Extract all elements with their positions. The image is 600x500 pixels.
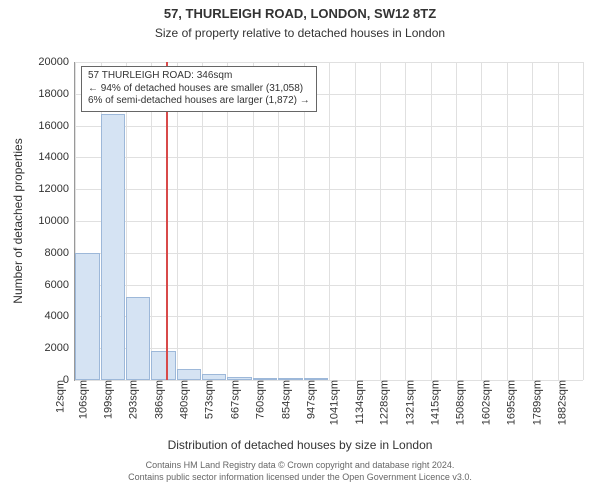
- y-tick-label: 14000: [38, 151, 75, 163]
- gridline-v: [558, 62, 559, 380]
- gridline-v: [405, 62, 406, 380]
- x-tick-label: 1882sqm: [552, 380, 568, 425]
- x-tick-label: 947sqm: [301, 380, 317, 419]
- y-tick-label: 4000: [45, 310, 75, 322]
- annotation-line: 6% of semi-detached houses are larger (1…: [88, 95, 310, 108]
- histogram-bar: [304, 378, 328, 380]
- x-tick-label: 1508sqm: [451, 380, 467, 425]
- chart-footer: Contains HM Land Registry data © Crown c…: [0, 460, 600, 483]
- histogram-bar: [177, 369, 202, 380]
- gridline-v: [329, 62, 330, 380]
- x-tick-label: 854sqm: [276, 380, 292, 419]
- y-tick-label: 10000: [38, 215, 75, 227]
- x-tick-label: 1695sqm: [502, 380, 518, 425]
- gridline-v: [431, 62, 432, 380]
- plot-area: 0200040006000800010000120001400016000180…: [74, 62, 583, 381]
- histogram-bar: [227, 377, 252, 380]
- histogram-bar: [253, 378, 277, 380]
- x-tick-label: 386sqm: [149, 380, 165, 419]
- x-tick-label: 293sqm: [124, 380, 140, 419]
- x-tick-label: 480sqm: [175, 380, 191, 419]
- annotation-line: ← 94% of detached houses are smaller (31…: [88, 83, 310, 96]
- x-tick-label: 1415sqm: [425, 380, 441, 425]
- x-tick-label: 106sqm: [73, 380, 89, 419]
- annotation-line: 57 THURLEIGH ROAD: 346sqm: [88, 70, 310, 83]
- x-tick-label: 1041sqm: [324, 380, 340, 425]
- chart-title: 57, THURLEIGH ROAD, LONDON, SW12 8TZ: [0, 6, 600, 21]
- y-tick-label: 20000: [38, 56, 75, 68]
- x-tick-label: 573sqm: [200, 380, 216, 419]
- annotation-box: 57 THURLEIGH ROAD: 346sqm← 94% of detach…: [81, 66, 317, 112]
- gridline-v: [583, 62, 584, 380]
- x-tick-label: 12sqm: [50, 380, 66, 413]
- gridline-v: [532, 62, 533, 380]
- chart-subtitle: Size of property relative to detached ho…: [0, 26, 600, 40]
- y-tick-label: 2000: [45, 342, 75, 354]
- histogram-bar: [75, 253, 100, 380]
- x-tick-label: 1134sqm: [350, 380, 366, 424]
- histogram-bar: [151, 351, 175, 380]
- gridline-v: [456, 62, 457, 380]
- y-tick-label: 8000: [45, 247, 75, 259]
- y-tick-label: 16000: [38, 120, 75, 132]
- gridline-v: [481, 62, 482, 380]
- x-tick-label: 1228sqm: [375, 380, 391, 425]
- gridline-v: [507, 62, 508, 380]
- x-tick-label: 1321sqm: [400, 380, 416, 425]
- x-tick-label: 1789sqm: [527, 380, 543, 425]
- y-tick-label: 6000: [45, 279, 75, 291]
- x-tick-label: 1602sqm: [476, 380, 492, 425]
- x-tick-label: 667sqm: [225, 380, 241, 419]
- footer-line-2: Contains public sector information licen…: [0, 472, 600, 484]
- x-tick-label: 199sqm: [98, 380, 114, 419]
- footer-line-1: Contains HM Land Registry data © Crown c…: [0, 460, 600, 472]
- x-tick-label: 760sqm: [251, 380, 267, 419]
- histogram-bar: [278, 378, 303, 380]
- y-tick-label: 12000: [38, 183, 75, 195]
- gridline-v: [380, 62, 381, 380]
- histogram-bar: [101, 114, 125, 380]
- histogram-chart: 57, THURLEIGH ROAD, LONDON, SW12 8TZ Siz…: [0, 0, 600, 500]
- y-axis-label: Number of detached properties: [11, 138, 25, 303]
- y-tick-label: 18000: [38, 88, 75, 100]
- gridline-v: [355, 62, 356, 380]
- x-axis-label: Distribution of detached houses by size …: [0, 438, 600, 452]
- histogram-bar: [126, 297, 151, 380]
- histogram-bar: [202, 374, 226, 380]
